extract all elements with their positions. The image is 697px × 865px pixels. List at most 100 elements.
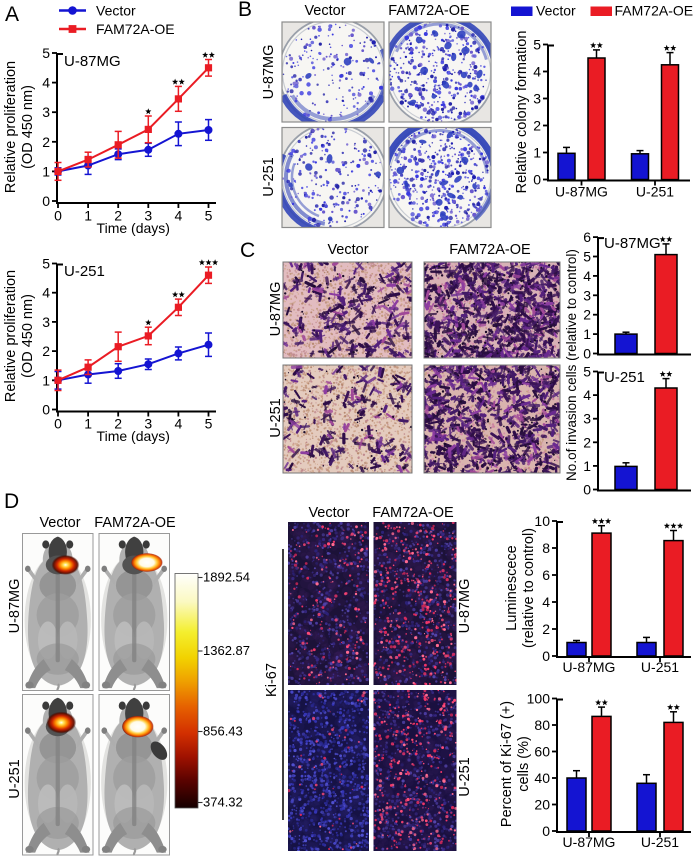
- svg-text:40: 40: [534, 770, 550, 786]
- svg-text:A: A: [5, 3, 19, 26]
- svg-text:4: 4: [542, 594, 550, 610]
- svg-text:856.43: 856.43: [203, 724, 243, 739]
- svg-text:Ki-67: Ki-67: [264, 663, 280, 697]
- svg-text:Vector: Vector: [308, 505, 349, 521]
- svg-text:2: 2: [583, 434, 591, 450]
- svg-text:C: C: [240, 239, 255, 262]
- svg-text:Vector: Vector: [536, 3, 576, 19]
- svg-text:Percent of Ki-67 (+): Percent of Ki-67 (+): [499, 701, 515, 827]
- svg-text:2: 2: [533, 118, 541, 134]
- svg-text:1362.87: 1362.87: [203, 643, 250, 658]
- svg-text:1: 1: [583, 326, 591, 342]
- svg-text:U-87MG: U-87MG: [555, 184, 608, 200]
- svg-text:1: 1: [42, 163, 50, 179]
- svg-text:1: 1: [533, 145, 541, 161]
- svg-text:0: 0: [54, 208, 62, 224]
- svg-text:Time (days): Time (days): [97, 428, 170, 444]
- svg-text:U-251: U-251: [641, 659, 679, 675]
- svg-text:100: 100: [527, 691, 551, 707]
- svg-text:20: 20: [534, 797, 550, 813]
- svg-text:FAM72A-OE: FAM72A-OE: [388, 3, 470, 19]
- svg-text:4: 4: [42, 285, 50, 301]
- svg-text:0: 0: [54, 416, 62, 432]
- svg-text:0: 0: [583, 346, 591, 362]
- svg-text:1: 1: [84, 416, 92, 432]
- svg-text:3: 3: [144, 416, 152, 432]
- svg-text:FAM72A-OE: FAM72A-OE: [96, 21, 175, 37]
- svg-text:1: 1: [583, 458, 591, 474]
- svg-text:2: 2: [114, 208, 122, 224]
- svg-text:FAM72A-OE: FAM72A-OE: [94, 515, 176, 531]
- svg-text:0: 0: [542, 648, 550, 664]
- svg-text:5: 5: [533, 37, 541, 53]
- svg-text:Relative proliferation: Relative proliferation: [3, 270, 19, 402]
- svg-text:4: 4: [175, 208, 183, 224]
- svg-text:1: 1: [42, 372, 50, 388]
- svg-text:2: 2: [114, 416, 122, 432]
- svg-text:0: 0: [542, 823, 550, 839]
- svg-text:U-87MG: U-87MG: [268, 282, 284, 337]
- svg-text:Vector: Vector: [304, 3, 345, 19]
- svg-text:U-251: U-251: [636, 184, 674, 200]
- svg-text:U-251: U-251: [261, 157, 277, 197]
- svg-text:Vector: Vector: [96, 3, 136, 19]
- svg-text:1: 1: [84, 208, 92, 224]
- svg-text:No.of invasion cells (relative: No.of invasion cells (relative to contro…: [564, 249, 579, 481]
- svg-text:80: 80: [534, 717, 550, 733]
- svg-text:5: 5: [205, 416, 213, 432]
- svg-text:1892.54: 1892.54: [203, 570, 250, 585]
- svg-text:U-251: U-251: [457, 757, 473, 797]
- svg-text:U-87MG: U-87MG: [457, 579, 473, 634]
- svg-text:2: 2: [42, 343, 50, 359]
- svg-text:5: 5: [42, 45, 50, 61]
- svg-text:5: 5: [205, 208, 213, 224]
- svg-text:5: 5: [42, 256, 50, 272]
- svg-text:10: 10: [534, 513, 550, 529]
- svg-text:0: 0: [42, 402, 50, 418]
- svg-text:B: B: [238, 0, 252, 21]
- svg-text:Relative colony formation: Relative colony formation: [514, 31, 530, 194]
- svg-text:4: 4: [583, 387, 591, 403]
- svg-text:6: 6: [542, 567, 550, 583]
- svg-text:4: 4: [175, 416, 183, 432]
- svg-text:5: 5: [583, 249, 591, 265]
- svg-text:Relative proliferation: Relative proliferation: [3, 61, 19, 193]
- svg-text:0: 0: [42, 193, 50, 209]
- svg-text:U-87MG: U-87MG: [563, 659, 616, 675]
- svg-text:4: 4: [533, 64, 541, 80]
- svg-text:3: 3: [583, 411, 591, 427]
- svg-text:6: 6: [583, 229, 591, 245]
- svg-text:D: D: [4, 490, 19, 513]
- svg-text:U-87MG: U-87MG: [604, 235, 661, 252]
- svg-text:3: 3: [42, 104, 50, 120]
- svg-text:U-251: U-251: [641, 834, 679, 850]
- svg-text:U-87MG: U-87MG: [7, 579, 23, 634]
- svg-text:(relative to control): (relative to control): [521, 528, 537, 648]
- svg-text:374.32: 374.32: [203, 795, 243, 810]
- svg-text:3: 3: [583, 287, 591, 303]
- svg-text:3: 3: [144, 208, 152, 224]
- svg-text:Vector: Vector: [327, 242, 368, 258]
- svg-text:3: 3: [533, 91, 541, 107]
- svg-text:4: 4: [42, 75, 50, 91]
- svg-text:2: 2: [583, 307, 591, 323]
- svg-text:cells (%): cells (%): [516, 736, 532, 792]
- svg-text:3: 3: [42, 314, 50, 330]
- svg-text:FAM72A-OE: FAM72A-OE: [449, 242, 531, 258]
- svg-text:0: 0: [583, 482, 591, 498]
- svg-text:(OD 450 nm): (OD 450 nm): [20, 294, 36, 378]
- svg-text:2: 2: [42, 134, 50, 150]
- svg-text:U-87MG: U-87MG: [563, 834, 616, 850]
- svg-text:U-251: U-251: [7, 759, 23, 799]
- svg-text:Luminescece: Luminescece: [504, 545, 520, 630]
- svg-text:5: 5: [583, 364, 591, 380]
- svg-text:60: 60: [534, 744, 550, 760]
- svg-text:U-87MG: U-87MG: [261, 45, 277, 100]
- svg-text:(OD 450 nm): (OD 450 nm): [20, 85, 36, 169]
- svg-text:U-87MG: U-87MG: [64, 53, 121, 70]
- svg-text:U-251: U-251: [604, 369, 645, 386]
- svg-text:2: 2: [542, 621, 550, 637]
- svg-text:Vector: Vector: [39, 515, 80, 531]
- svg-text:FAM72A-OE: FAM72A-OE: [372, 505, 454, 521]
- svg-text:Time (days): Time (days): [97, 220, 170, 236]
